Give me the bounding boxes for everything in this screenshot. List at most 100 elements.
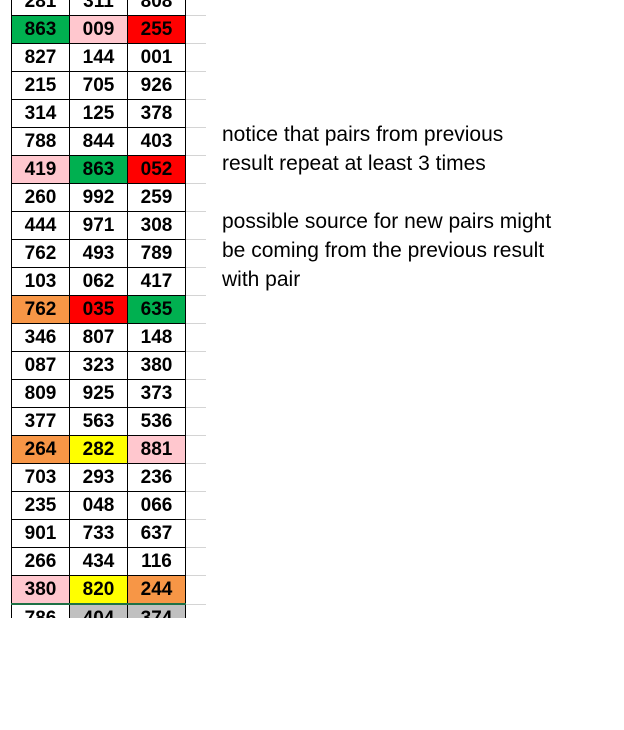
grid-cell[interactable]: 762: [11, 239, 70, 268]
grid-cell[interactable]: 323: [69, 351, 128, 380]
grid-cell[interactable]: 901: [11, 519, 70, 548]
grid-cell[interactable]: 125: [69, 99, 128, 128]
empty-cell[interactable]: [185, 547, 206, 576]
grid-cell[interactable]: 827: [11, 43, 70, 72]
grid-cell[interactable]: 808: [127, 0, 186, 16]
grid-cell[interactable]: 066: [127, 491, 186, 520]
empty-cell[interactable]: [185, 0, 206, 16]
grid-cell[interactable]: 844: [69, 127, 128, 156]
grid-cell[interactable]: 863: [69, 155, 128, 184]
grid-cell[interactable]: 925: [69, 379, 128, 408]
grid-cell[interactable]: 009: [69, 15, 128, 44]
grid-cell[interactable]: 266: [11, 547, 70, 576]
empty-cell[interactable]: [185, 43, 206, 72]
grid-cell[interactable]: 703: [11, 463, 70, 492]
empty-cell[interactable]: [185, 71, 206, 100]
spreadsheet-area: 281 311 808 863 009 255 827 144 001 215 705 926 314 1…: [11, 0, 552, 618]
empty-cell[interactable]: [185, 211, 206, 240]
grid-cell[interactable]: 417: [127, 267, 186, 296]
empty-cell[interactable]: [185, 155, 206, 184]
empty-cell[interactable]: [185, 183, 206, 212]
grid-cell[interactable]: 264: [11, 435, 70, 464]
empty-cell[interactable]: [185, 435, 206, 464]
empty-cell[interactable]: [185, 575, 206, 605]
grid-cell[interactable]: 637: [127, 519, 186, 548]
grid-cell[interactable]: 308: [127, 211, 186, 240]
empty-cell[interactable]: [185, 295, 206, 324]
empty-cell[interactable]: [185, 407, 206, 436]
grid-cell[interactable]: 244: [127, 575, 186, 605]
grid-cell[interactable]: 881: [127, 435, 186, 464]
grid-cell[interactable]: 215: [11, 71, 70, 100]
empty-cell[interactable]: [185, 379, 206, 408]
grid-cell[interactable]: 786: [11, 603, 70, 618]
grid-cell[interactable]: 281: [11, 0, 70, 16]
grid-cell[interactable]: 374: [127, 603, 186, 618]
grid-cell[interactable]: 926: [127, 71, 186, 100]
grid-cell[interactable]: 087: [11, 351, 70, 380]
grid-cell[interactable]: 789: [127, 239, 186, 268]
grid-cell[interactable]: 260: [11, 183, 70, 212]
grid-cell[interactable]: 403: [127, 127, 186, 156]
grid-cell[interactable]: 052: [127, 155, 186, 184]
grid-cell[interactable]: 235: [11, 491, 70, 520]
table-row: 215 705 926: [11, 71, 206, 100]
empty-cell[interactable]: [185, 323, 206, 352]
grid-cell[interactable]: 236: [127, 463, 186, 492]
grid-cell[interactable]: 404: [69, 603, 128, 618]
grid-cell[interactable]: 434: [69, 547, 128, 576]
grid-cell[interactable]: 563: [69, 407, 128, 436]
table-row: 786 404 374: [11, 603, 206, 618]
grid-cell[interactable]: 062: [69, 267, 128, 296]
empty-cell[interactable]: [185, 463, 206, 492]
empty-cell[interactable]: [185, 519, 206, 548]
grid-cell[interactable]: 255: [127, 15, 186, 44]
grid-cell[interactable]: 992: [69, 183, 128, 212]
grid-cell[interactable]: 971: [69, 211, 128, 240]
grid-cell[interactable]: 373: [127, 379, 186, 408]
grid-cell[interactable]: 536: [127, 407, 186, 436]
grid-cell[interactable]: 293: [69, 463, 128, 492]
grid-cell[interactable]: 419: [11, 155, 70, 184]
table-row: 827 144 001: [11, 43, 206, 72]
empty-cell[interactable]: [185, 351, 206, 380]
empty-cell[interactable]: [185, 99, 206, 128]
grid-cell[interactable]: 807: [69, 323, 128, 352]
number-grid: 281 311 808 863 009 255 827 144 001 215 705 926 314 1…: [11, 0, 206, 618]
grid-cell[interactable]: 314: [11, 99, 70, 128]
grid-cell[interactable]: 035: [69, 295, 128, 324]
grid-cell[interactable]: 788: [11, 127, 70, 156]
grid-cell[interactable]: 444: [11, 211, 70, 240]
grid-cell[interactable]: 380: [127, 351, 186, 380]
grid-cell[interactable]: 762: [11, 295, 70, 324]
grid-cell[interactable]: 705: [69, 71, 128, 100]
table-row: 087 323 380: [11, 351, 206, 380]
empty-cell[interactable]: [185, 239, 206, 268]
grid-cell[interactable]: 346: [11, 323, 70, 352]
grid-cell[interactable]: 809: [11, 379, 70, 408]
grid-cell[interactable]: 863: [11, 15, 70, 44]
grid-cell[interactable]: 378: [127, 99, 186, 128]
grid-cell[interactable]: 493: [69, 239, 128, 268]
grid-cell[interactable]: 820: [69, 575, 128, 605]
grid-cell[interactable]: 377: [11, 407, 70, 436]
grid-cell[interactable]: 148: [127, 323, 186, 352]
grid-cell[interactable]: 282: [69, 435, 128, 464]
empty-cell[interactable]: [185, 15, 206, 44]
grid-cell[interactable]: 103: [11, 267, 70, 296]
empty-cell[interactable]: [185, 491, 206, 520]
table-row: 314 125 378: [11, 99, 206, 128]
grid-cell[interactable]: 144: [69, 43, 128, 72]
grid-cell[interactable]: 311: [69, 0, 128, 16]
grid-cell[interactable]: 048: [69, 491, 128, 520]
empty-cell[interactable]: [185, 604, 206, 618]
grid-cell[interactable]: 001: [127, 43, 186, 72]
grid-cell[interactable]: 635: [127, 295, 186, 324]
grid-cell[interactable]: 733: [69, 519, 128, 548]
empty-cell[interactable]: [185, 127, 206, 156]
table-row: 260 992 259: [11, 183, 206, 212]
grid-cell[interactable]: 259: [127, 183, 186, 212]
grid-cell[interactable]: 116: [127, 547, 186, 576]
empty-cell[interactable]: [185, 267, 206, 296]
grid-cell[interactable]: 380: [11, 575, 70, 605]
